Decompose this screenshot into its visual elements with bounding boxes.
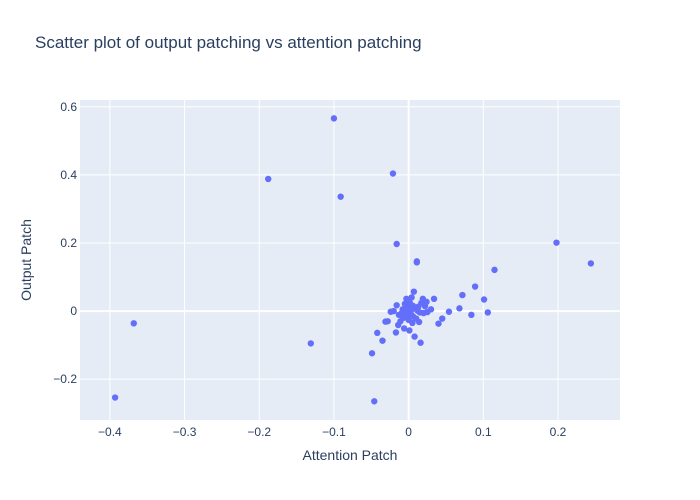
x-tick-label: −0.3 bbox=[173, 425, 197, 439]
y-tick-label: 0 bbox=[70, 304, 77, 318]
y-tick-label: 0.6 bbox=[60, 100, 77, 114]
data-point bbox=[459, 291, 466, 299]
data-point bbox=[553, 239, 560, 246]
data-point bbox=[390, 307, 397, 315]
data-point bbox=[384, 318, 391, 325]
data-point bbox=[265, 175, 272, 183]
y-tick-label: 0.2 bbox=[60, 236, 77, 250]
data-point bbox=[445, 308, 453, 315]
data-point bbox=[130, 320, 137, 327]
data-point bbox=[337, 193, 344, 200]
x-tick-label: −0.4 bbox=[98, 425, 122, 439]
data-point bbox=[410, 288, 418, 295]
data-point bbox=[484, 309, 492, 316]
x-tick-label: 0.2 bbox=[550, 425, 567, 439]
data-point bbox=[392, 329, 400, 336]
data-point bbox=[371, 398, 378, 405]
data-point bbox=[379, 337, 386, 344]
data-point bbox=[435, 320, 442, 327]
data-points bbox=[111, 115, 595, 405]
data-point bbox=[423, 298, 430, 306]
tick-labels: −0.4 −0.3 −0.2 −0.1 0 0.1 0.2 −0.2 0 0.2 0.4 0.6 bbox=[53, 100, 566, 439]
data-point bbox=[393, 302, 400, 309]
data-point bbox=[471, 283, 479, 290]
plot-area bbox=[80, 100, 620, 420]
y-tick-label: −0.2 bbox=[53, 372, 77, 386]
data-point bbox=[409, 319, 416, 327]
data-point bbox=[389, 170, 397, 177]
x-axis-label: Attention Patch bbox=[303, 447, 398, 463]
data-point bbox=[415, 318, 423, 326]
data-point bbox=[491, 266, 498, 274]
data-point bbox=[330, 115, 338, 122]
data-point bbox=[417, 339, 424, 346]
data-point bbox=[374, 329, 381, 337]
data-point bbox=[427, 306, 435, 313]
y-axis-label: Output Patch bbox=[18, 219, 34, 301]
data-point bbox=[400, 325, 408, 332]
x-tick-label: −0.2 bbox=[247, 425, 271, 439]
data-point bbox=[456, 305, 463, 312]
gridlines bbox=[80, 100, 620, 420]
data-point bbox=[439, 315, 446, 322]
data-point bbox=[307, 340, 314, 347]
y-tick-label: 0.4 bbox=[60, 168, 77, 182]
data-point bbox=[408, 294, 415, 301]
data-point bbox=[413, 259, 421, 266]
data-point bbox=[368, 350, 376, 357]
data-point bbox=[411, 333, 418, 340]
data-point bbox=[111, 394, 119, 401]
x-tick-label: 0 bbox=[405, 425, 412, 439]
x-tick-label: 0.1 bbox=[475, 425, 492, 439]
data-point bbox=[393, 240, 400, 248]
data-point bbox=[480, 296, 488, 303]
data-point bbox=[468, 311, 475, 319]
chart-title: Scatter plot of output patching vs atten… bbox=[35, 33, 422, 52]
data-point bbox=[403, 295, 410, 303]
data-point bbox=[406, 327, 413, 334]
data-point bbox=[430, 295, 438, 303]
x-tick-label: −0.1 bbox=[322, 425, 346, 439]
data-point bbox=[587, 260, 595, 267]
